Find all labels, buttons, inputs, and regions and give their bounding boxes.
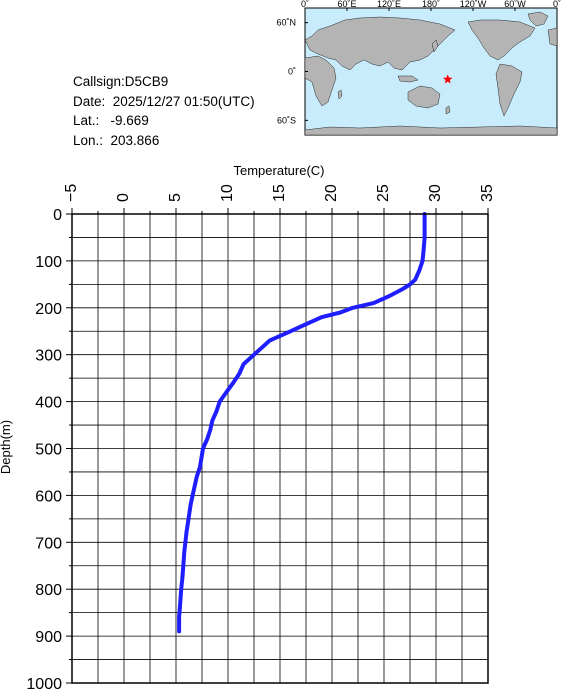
star-icon bbox=[443, 74, 453, 84]
y-tick-label: 700 bbox=[35, 535, 62, 552]
map-lon-label: 60˚E bbox=[337, 0, 356, 9]
y-tick-label: 900 bbox=[35, 629, 62, 646]
y-tick-label: 0 bbox=[53, 207, 62, 224]
x-axis-title: Temperature(C) bbox=[233, 163, 324, 178]
x-tick-label: 0 bbox=[115, 193, 132, 202]
y-ticks: 0 100 200 300 400 500 600 700 800 900 1000 bbox=[26, 207, 72, 690]
station-info: Callsign:D5CB9 Date: 2025/12/27 01:50(UT… bbox=[73, 72, 255, 150]
x-tick-label: −5 bbox=[63, 184, 80, 202]
y-tick-label: 400 bbox=[35, 395, 62, 412]
map-lon-label: 180˚ bbox=[422, 0, 440, 9]
date-text: Date: 2025/12/27 01:50(UTC) bbox=[73, 93, 255, 109]
map-lat-label: 60˚N bbox=[276, 18, 296, 28]
y-tick-label: 800 bbox=[35, 582, 62, 599]
latitude-text: Lat.: -9.669 bbox=[73, 113, 149, 128]
y-axis-title: Depth(m) bbox=[0, 420, 13, 474]
x-ticks: −5 0 5 10 15 20 25 30 35 bbox=[63, 184, 496, 214]
grid bbox=[71, 213, 489, 684]
temperature-profile-line bbox=[177, 212, 427, 634]
y-tick-label: 100 bbox=[35, 254, 62, 271]
x-tick-label: 25 bbox=[375, 184, 392, 202]
plot-frame bbox=[71, 213, 489, 684]
x-tick-label: 15 bbox=[271, 184, 288, 202]
y-tick-label: 600 bbox=[35, 488, 62, 505]
map-lon-label: 120˚W bbox=[460, 0, 487, 9]
map-lat-label: 0˚ bbox=[288, 67, 296, 77]
y-tick-label: 500 bbox=[35, 442, 62, 459]
location-map: 0˚ 60˚E 120˚E 180˚ 120˚W 60˚W 0˚ 60˚N 0˚ 60˚S bbox=[276, 0, 561, 136]
y-tick-label: 1000 bbox=[26, 676, 62, 690]
y-tick-label: 300 bbox=[35, 348, 62, 365]
map-left-labels: 60˚N 0˚ 60˚S bbox=[276, 18, 308, 125]
x-tick-label: 35 bbox=[479, 184, 496, 202]
longitude-text: Lon.: 203.866 bbox=[73, 132, 160, 148]
callsign-text: Callsign:D5CB9 bbox=[73, 74, 169, 89]
x-tick-label: 10 bbox=[219, 184, 236, 202]
map-lon-label: 0˚ bbox=[553, 0, 561, 9]
map-lon-label: 0˚ bbox=[301, 0, 309, 9]
x-tick-label: 30 bbox=[427, 184, 444, 202]
map-top-labels: 0˚ 60˚E 120˚E 180˚ 120˚W 60˚W 0˚ bbox=[301, 0, 561, 11]
map-marker bbox=[443, 74, 453, 84]
x-tick-label: 5 bbox=[167, 193, 184, 202]
map-lat-label: 60˚S bbox=[277, 115, 296, 125]
x-tick-label: 20 bbox=[323, 184, 340, 202]
map-lon-label: 120˚E bbox=[377, 0, 401, 9]
map-land bbox=[304, 11, 558, 136]
y-tick-label: 200 bbox=[35, 301, 62, 318]
series-group bbox=[177, 212, 427, 634]
map-lon-label: 60˚W bbox=[504, 0, 526, 9]
